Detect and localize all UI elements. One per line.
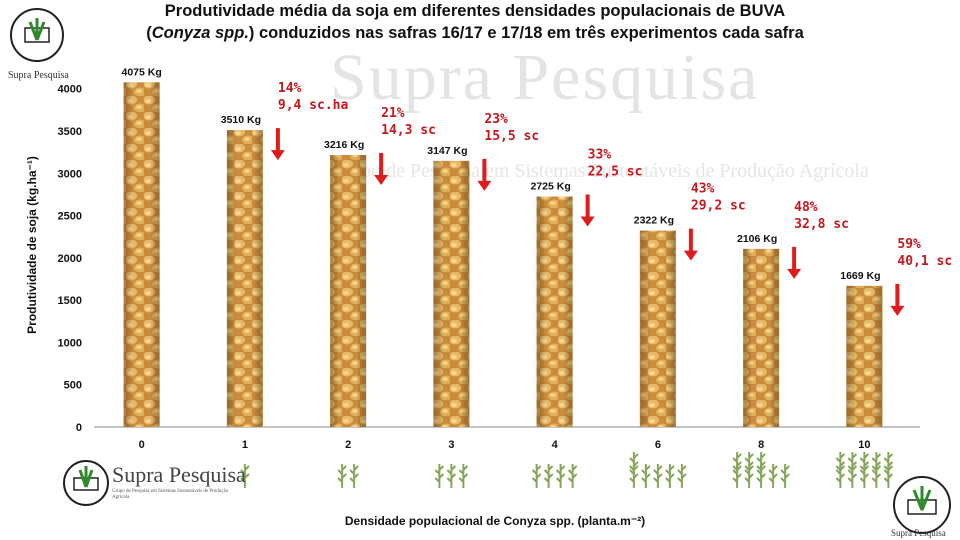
- value-label: 2322 Kg: [634, 215, 674, 227]
- value-label: 3147 Kg: [427, 145, 467, 157]
- weed-plant-icon: [641, 464, 651, 488]
- x-tick-label: 8: [758, 439, 764, 451]
- supra-pesquisa-logo-bottom-right: [893, 476, 951, 534]
- y-tick-label: 3000: [58, 168, 82, 180]
- loss-arrow-icon: [890, 283, 905, 316]
- weed-plant-icon: [756, 452, 766, 476]
- loss-sc-label: 14,3 sc: [381, 123, 436, 138]
- loss-sc-label: 32,8 sc: [794, 217, 849, 232]
- loss-percent-label: 23%: [484, 112, 508, 127]
- weed-plant-icon: [744, 452, 754, 476]
- loss-percent-label: 48%: [794, 200, 818, 215]
- weed-plant-icon: [543, 464, 554, 488]
- y-tick-label: 2500: [58, 211, 82, 223]
- weed-plant-icon: [458, 464, 469, 488]
- y-tick-label: 2000: [58, 253, 82, 265]
- value-label: 3510 Kg: [221, 114, 261, 126]
- weed-plant-icon: [859, 452, 870, 476]
- y-axis-label: Produtividade de soja (kg.ha⁻¹): [25, 156, 39, 334]
- loss-sc-label: 9,4 sc.ha: [278, 98, 349, 113]
- y-tick-label: 500: [64, 380, 82, 392]
- x-tick-label: 4: [552, 439, 559, 451]
- logo-caption-top: Supra Pesquisa: [8, 70, 69, 81]
- logo-name-bottom: Supra Pesquisa: [112, 462, 246, 487]
- weed-plant-icon: [665, 464, 675, 488]
- bar-shade-2: [330, 154, 367, 427]
- weed-plant-icon: [434, 464, 445, 488]
- loss-sc-label: 40,1 sc: [897, 254, 952, 269]
- value-label: 3216 Kg: [324, 139, 364, 151]
- weed-plant-icon: [768, 464, 778, 488]
- weed-plant-icon: [871, 452, 882, 476]
- weed-plant-icon: [240, 464, 250, 488]
- weed-plant-icon: [835, 452, 846, 476]
- weed-plant-icon: [677, 464, 687, 488]
- weed-plant-icon: [446, 464, 457, 488]
- chart-title-line-2: (Conyza spp.) conduzidos nas safras 16/1…: [0, 24, 960, 43]
- value-label: 1669 Kg: [840, 270, 880, 282]
- title-paren: (: [146, 24, 152, 42]
- weed-plant-icon: [883, 452, 894, 476]
- weed-plant-icon: [531, 464, 542, 488]
- weed-plant-icon: [847, 452, 858, 476]
- value-label: 2725 Kg: [530, 181, 570, 193]
- weed-plant-icon: [780, 464, 790, 488]
- loss-arrow-icon: [270, 128, 285, 161]
- loss-arrow-icon: [477, 158, 492, 191]
- x-tick-label: 6: [655, 439, 661, 451]
- loss-arrow-icon: [374, 152, 389, 185]
- bar-shade-8: [743, 248, 780, 427]
- loss-percent-label: 43%: [691, 182, 715, 197]
- weed-plant-icon: [732, 452, 742, 476]
- loss-percent-label: 14%: [278, 81, 302, 96]
- value-label: 4075 Kg: [121, 66, 161, 78]
- loss-percent-label: 21%: [381, 106, 405, 121]
- loss-sc-label: 15,5 sc: [484, 129, 539, 144]
- supra-pesquisa-logo-bottom-left: [63, 460, 109, 506]
- weed-plant-icon: [337, 464, 347, 488]
- loss-percent-label: 33%: [588, 148, 612, 163]
- x-tick-label: 1: [242, 439, 248, 451]
- chart-title-line-1: Produtividade média da soja em diferente…: [164, 2, 786, 20]
- value-label: 2106 Kg: [737, 233, 777, 245]
- logo-tagline-bottom: Grupo de Pesquisa em Sistemas Sustentáve…: [112, 489, 229, 500]
- loss-arrow-icon: [787, 246, 802, 279]
- title-species-italic: Conyza spp.: [151, 24, 249, 42]
- x-axis-label: Densidade populacional de Conyza spp. (p…: [344, 514, 646, 528]
- logo-caption-bottom: Supra Pesquisa: [891, 528, 946, 538]
- loss-percent-label: 59%: [897, 237, 921, 252]
- bar-shade-10: [846, 285, 883, 427]
- watermark-text: Supra Pesquisa: [330, 41, 760, 114]
- loss-sc-label: 22,5 sc: [588, 165, 643, 180]
- bar-shade-1: [226, 130, 263, 427]
- bar-shade-0: [123, 82, 160, 427]
- supra-pesquisa-logo-top: [10, 8, 64, 62]
- y-tick-label: 1500: [58, 295, 82, 307]
- bar-shade-4: [536, 196, 573, 427]
- loss-sc-label: 29,2 sc: [691, 199, 746, 214]
- x-tick-label: 3: [448, 439, 454, 451]
- weed-plant-icon: [555, 464, 566, 488]
- loss-arrow-icon: [580, 194, 595, 227]
- title-line-2-rest: ) conduzidos nas safras 16/17 e 17/18 em…: [248, 24, 804, 42]
- y-tick-label: 0: [76, 422, 82, 434]
- x-tick-label: 2: [345, 439, 351, 451]
- x-tick-label: 10: [858, 439, 870, 451]
- weed-plant-icon: [629, 452, 639, 476]
- x-tick-label: 0: [139, 439, 145, 451]
- y-tick-label: 4000: [58, 84, 82, 96]
- bar-shade-6: [639, 230, 676, 427]
- weed-plant-icon: [567, 464, 578, 488]
- bar-shade-3: [433, 160, 470, 428]
- y-tick-label: 1000: [58, 337, 82, 349]
- y-tick-label: 3500: [58, 126, 82, 138]
- weed-plant-icon: [653, 464, 663, 488]
- weed-plant-icon: [349, 464, 359, 488]
- loss-arrow-icon: [683, 228, 698, 261]
